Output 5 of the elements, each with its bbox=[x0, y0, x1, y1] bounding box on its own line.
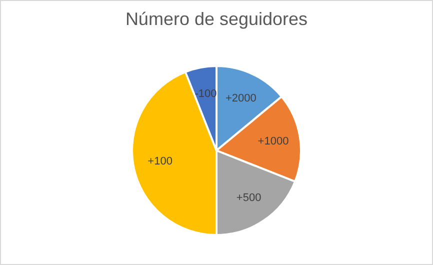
slice-label: +2000 bbox=[226, 92, 256, 105]
slice-label: +500 bbox=[236, 192, 262, 204]
chart-title: Número de seguidores bbox=[124, 9, 309, 30]
slice-label: +1000 bbox=[258, 136, 289, 148]
slice-label: +100 bbox=[148, 155, 172, 168]
